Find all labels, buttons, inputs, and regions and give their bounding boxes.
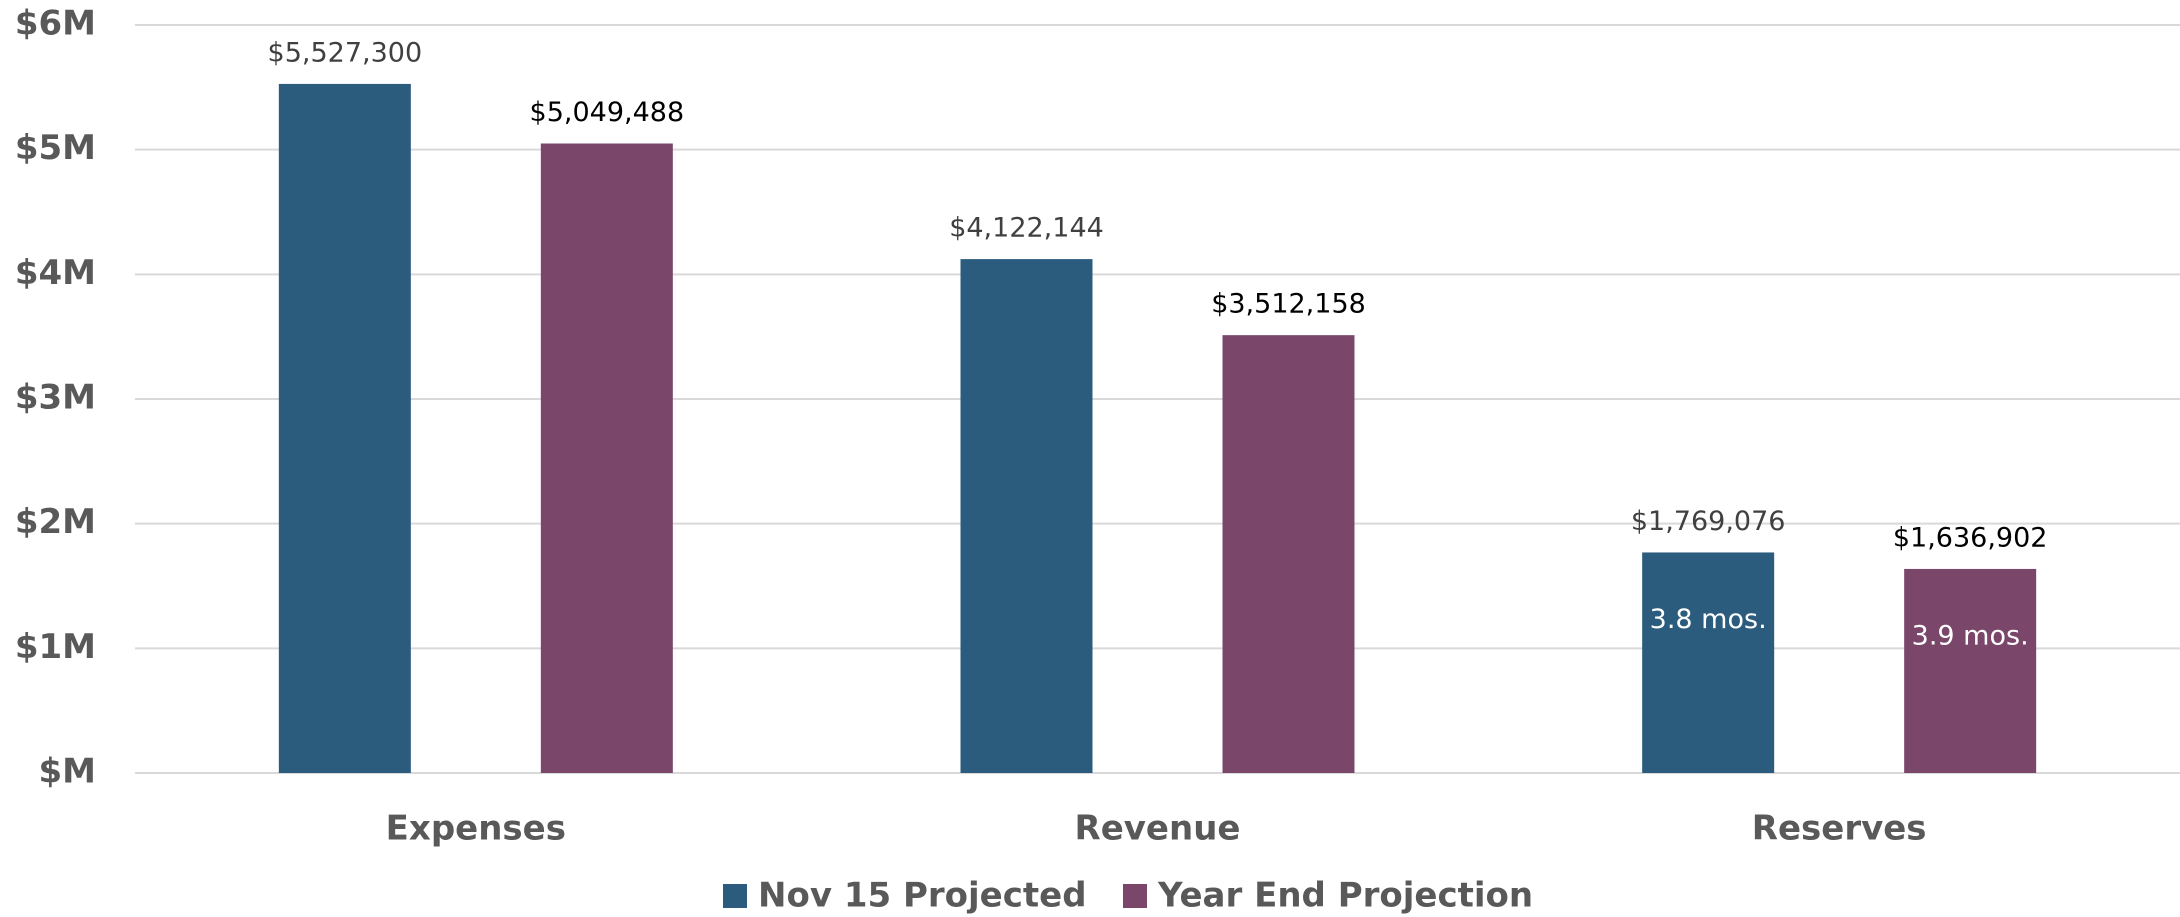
- y-tick-label: $6M: [15, 4, 96, 44]
- value-label: $1,636,902: [1893, 522, 2048, 553]
- value-label: $3,512,158: [1211, 289, 1366, 320]
- y-tick-label: $4M: [15, 253, 96, 293]
- legend-swatch: [723, 884, 747, 908]
- y-tick-label: $5M: [15, 128, 96, 168]
- bar: [1222, 335, 1355, 773]
- value-label: $4,122,144: [949, 213, 1104, 244]
- inner-label: 3.9 mos.: [1912, 620, 2029, 651]
- value-label: $5,049,488: [530, 97, 685, 128]
- legend-label: Nov 15 Projected: [758, 876, 1087, 916]
- bar: [278, 83, 411, 773]
- y-tick-label: $1M: [15, 627, 96, 667]
- value-label: $5,527,300: [268, 37, 423, 68]
- x-tick-label: Revenue: [1075, 809, 1241, 849]
- bar: [1642, 552, 1775, 773]
- y-tick-label: $3M: [15, 378, 96, 418]
- legend-label: Year End Projection: [1157, 876, 1533, 916]
- inner-label: 3.8 mos.: [1650, 604, 1767, 635]
- value-label: $1,769,076: [1631, 506, 1786, 537]
- bar: [1904, 568, 2037, 773]
- x-tick-label: Reserves: [1752, 809, 1927, 849]
- x-tick-label: Expenses: [386, 809, 566, 849]
- y-tick-label: $2M: [15, 502, 96, 542]
- legend-swatch: [1123, 884, 1147, 908]
- y-tick-label: $M: [39, 752, 97, 792]
- bar: [960, 259, 1093, 773]
- bar: [540, 143, 673, 773]
